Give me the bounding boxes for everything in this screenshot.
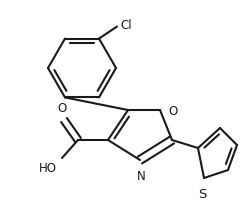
Text: N: N	[137, 170, 145, 183]
Text: HO: HO	[39, 162, 57, 175]
Text: O: O	[168, 104, 177, 117]
Text: Cl: Cl	[120, 19, 132, 32]
Text: S: S	[198, 188, 206, 201]
Text: O: O	[57, 102, 67, 115]
